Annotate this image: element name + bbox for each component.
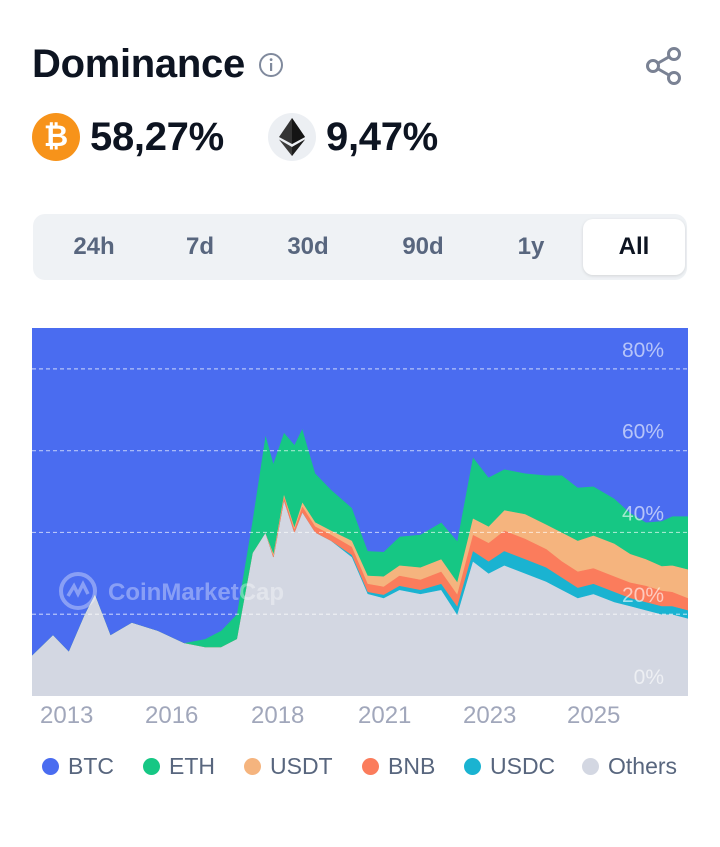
- dominance-chart: 0% 20% 40% 60% 80% CoinMarketCap: [32, 328, 688, 696]
- range-1y-button[interactable]: 1y: [517, 233, 545, 260]
- legend-dot: [582, 757, 599, 775]
- legend-dot: [143, 757, 160, 775]
- watermark: CoinMarketCap: [59, 572, 284, 610]
- legend-label: BNB: [388, 752, 436, 779]
- x-tick-label: 2016: [145, 702, 199, 729]
- legend-label: Others: [608, 752, 678, 779]
- watermark-logo-icon: [59, 572, 97, 610]
- legend-item-usdt[interactable]: USDT: [244, 751, 333, 781]
- area-series-btc: [32, 328, 688, 656]
- btc-dominance: ₿ 58,27%: [32, 112, 224, 162]
- y-tick-label: 60%: [622, 421, 664, 444]
- x-tick-label: 2025: [567, 702, 621, 729]
- eth-dominance: 9,47%: [268, 112, 438, 162]
- x-tick-label: 2021: [358, 702, 412, 729]
- x-tick-label: 2013: [40, 702, 94, 729]
- range-24h-button[interactable]: 24h: [73, 233, 115, 260]
- x-tick-label: 2018: [251, 702, 305, 729]
- legend-label: ETH: [169, 752, 215, 779]
- legend-item-bnb[interactable]: BNB: [362, 751, 435, 781]
- time-range-selector: 24h 7d 30d 90d 1y All: [33, 214, 687, 280]
- legend-item-others[interactable]: Others: [582, 751, 677, 781]
- watermark-text: CoinMarketCap: [108, 579, 284, 606]
- share-icon[interactable]: [642, 44, 686, 88]
- legend-dot: [42, 757, 59, 775]
- bitcoin-icon: ₿: [32, 113, 80, 161]
- y-tick-label: 80%: [622, 339, 664, 362]
- y-tick-label: 40%: [622, 502, 664, 525]
- btc-dominance-value: 58,27%: [90, 114, 224, 159]
- page-title: Dominance: [32, 42, 245, 86]
- range-90d-button[interactable]: 90d: [402, 233, 444, 260]
- legend-item-eth[interactable]: ETH: [143, 751, 215, 781]
- y-tick-label: 20%: [622, 584, 664, 607]
- legend-label: USDC: [490, 752, 556, 779]
- range-7d-button[interactable]: 7d: [185, 233, 214, 260]
- legend-item-btc[interactable]: BTC: [42, 751, 114, 781]
- ethereum-icon: [268, 113, 316, 161]
- watermark-logo-mark: [66, 580, 90, 598]
- legend-dot: [244, 757, 261, 775]
- x-tick-label: 2023: [463, 702, 517, 729]
- legend-label: BTC: [68, 752, 114, 779]
- range-30d-button[interactable]: 30d: [287, 233, 329, 260]
- legend-dot: [464, 757, 481, 775]
- y-tick-label: 0%: [634, 666, 664, 689]
- info-icon[interactable]: [258, 52, 284, 78]
- range-all-button[interactable]: All: [583, 219, 685, 275]
- legend-label: USDT: [270, 752, 333, 779]
- legend-item-usdc[interactable]: USDC: [464, 751, 555, 781]
- legend-dot: [362, 757, 379, 775]
- eth-dominance-value: 9,47%: [326, 114, 438, 159]
